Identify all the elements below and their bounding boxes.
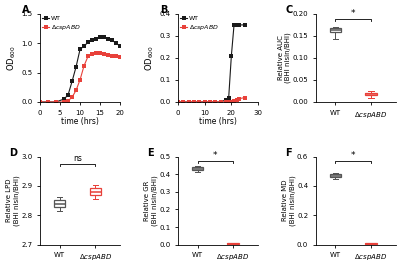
Bar bbox=[330, 28, 341, 33]
Bar bbox=[192, 167, 203, 170]
Text: A: A bbox=[22, 5, 30, 15]
X-axis label: time (hrs): time (hrs) bbox=[61, 117, 99, 126]
Text: E: E bbox=[148, 148, 154, 158]
Bar bbox=[365, 93, 377, 95]
X-axis label: time (hrs): time (hrs) bbox=[199, 117, 237, 126]
Y-axis label: OD$_{600}$: OD$_{600}$ bbox=[6, 45, 18, 71]
Text: C: C bbox=[285, 5, 293, 15]
Bar bbox=[54, 200, 65, 207]
Bar bbox=[228, 243, 239, 244]
Y-axis label: OD$_{600}$: OD$_{600}$ bbox=[144, 45, 156, 71]
Y-axis label: Relative LPD
(BHI nisin/BHI): Relative LPD (BHI nisin/BHI) bbox=[6, 175, 20, 226]
Text: *: * bbox=[351, 9, 356, 18]
Text: ns: ns bbox=[73, 154, 82, 163]
Bar bbox=[90, 188, 101, 195]
Legend: WT, $\it{\Delta cspABD}$: WT, $\it{\Delta cspABD}$ bbox=[41, 15, 82, 32]
Text: F: F bbox=[285, 148, 292, 158]
Y-axis label: Relative MD
(BHI nisin/BHI): Relative MD (BHI nisin/BHI) bbox=[282, 175, 296, 226]
Text: *: * bbox=[213, 151, 218, 160]
Y-axis label: Relative AUC
(BHI nisin/BHI): Relative AUC (BHI nisin/BHI) bbox=[278, 33, 291, 83]
Text: B: B bbox=[160, 5, 168, 15]
Bar bbox=[330, 174, 341, 177]
Legend: WT, $\it{\Delta cspABD}$: WT, $\it{\Delta cspABD}$ bbox=[179, 15, 220, 32]
Text: *: * bbox=[351, 152, 356, 160]
Y-axis label: Relative GR
(BHI nisin/BHI): Relative GR (BHI nisin/BHI) bbox=[144, 175, 158, 226]
Text: D: D bbox=[10, 148, 18, 158]
